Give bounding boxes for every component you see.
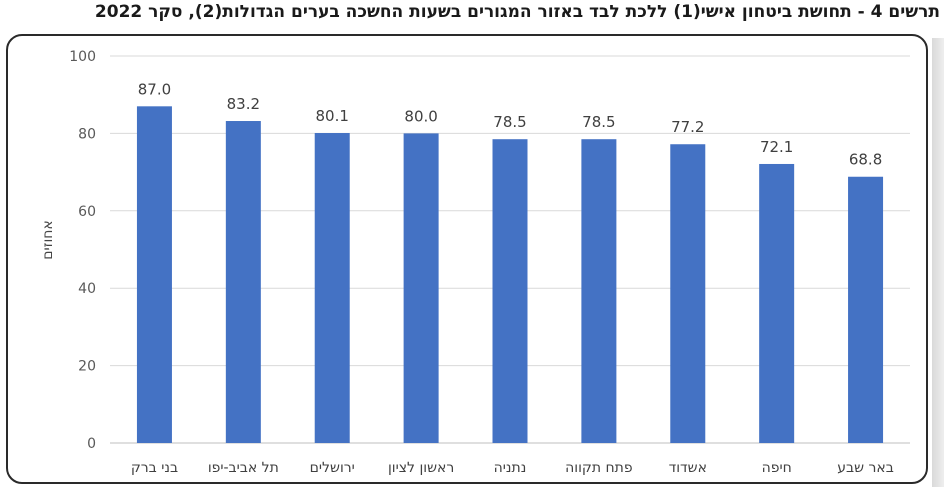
data-label: 87.0 (138, 80, 171, 98)
page-edge (932, 38, 944, 487)
bar (492, 139, 528, 443)
bar (403, 133, 439, 443)
data-label: 77.2 (671, 118, 704, 136)
chart-title: תרשים 4 - תחושת ביטחון אישי(1) ללכת לבד … (94, 2, 940, 22)
data-label: 80.0 (404, 107, 437, 125)
bar (314, 133, 350, 443)
x-tick-label: באר שבע (837, 460, 894, 476)
y-tick-label: 80 (78, 126, 96, 142)
data-label: 78.5 (493, 113, 526, 131)
data-label: 78.5 (582, 113, 615, 131)
data-label: 68.8 (849, 151, 882, 169)
x-tick-label: אשדוד (669, 460, 707, 476)
bar (670, 144, 706, 443)
x-tick-label: בני ברק (131, 460, 178, 476)
data-label: 83.2 (227, 95, 260, 113)
y-tick-label: 60 (78, 204, 96, 220)
x-tick-label: ראשון לציון (388, 460, 454, 476)
x-tick-label: פתח תקווה (565, 460, 632, 476)
y-tick-label: 40 (78, 281, 96, 297)
y-axis-label: אחוזים (40, 220, 56, 260)
x-tick-label: חיפה (762, 460, 792, 476)
bar (848, 176, 884, 443)
bar (136, 106, 172, 443)
bar (581, 139, 617, 443)
y-tick-label: 20 (78, 359, 96, 375)
data-label: 80.1 (316, 107, 349, 125)
x-tick-label: ירושלים (310, 460, 355, 476)
bar (759, 163, 795, 443)
y-tick-label: 100 (69, 49, 96, 65)
data-label: 72.1 (760, 138, 793, 156)
x-tick-label: נתניה (494, 460, 527, 476)
bar (225, 121, 261, 444)
x-tick-label: תל אביב-יפו (208, 460, 279, 476)
y-tick-label: 0 (87, 436, 96, 452)
